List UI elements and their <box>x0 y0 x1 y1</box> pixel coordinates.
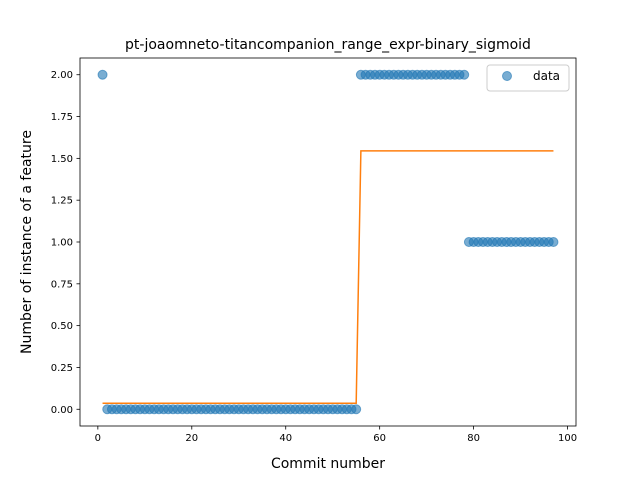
chart-title: pt-joaomneto-titancompanion_range_expr-b… <box>125 37 531 53</box>
y-tick-label: 0.50 <box>51 321 73 332</box>
x-tick-label: 100 <box>558 433 577 444</box>
y-tick-label: 0.00 <box>51 405 73 416</box>
legend-label-data: data <box>533 69 560 83</box>
data-point <box>97 69 108 80</box>
fit-line <box>102 150 554 405</box>
x-axis-title: Commit number <box>271 456 385 472</box>
y-tick-label: 0.75 <box>51 279 73 290</box>
plot-area <box>97 69 559 415</box>
y-tick-label: 1.00 <box>51 238 73 249</box>
y-tick-label: 2.00 <box>51 70 73 81</box>
data-point <box>548 237 559 247</box>
y-tick-label: 0.25 <box>51 363 73 374</box>
x-tick-label: 80 <box>467 433 480 444</box>
data-point <box>351 404 362 415</box>
y-axis-ticks: 0.00 0.25 0.50 0.75 1.00 1.25 1.50 1.75 2.00 <box>51 70 80 416</box>
x-tick-label: 60 <box>373 433 386 444</box>
y-tick-label: 1.75 <box>51 112 73 123</box>
legend-marker-data <box>502 71 512 81</box>
data-point <box>459 69 470 80</box>
x-tick-label: 0 <box>95 433 101 444</box>
y-tick-label: 1.25 <box>51 196 73 207</box>
x-axis-ticks: 0 20 40 60 80 100 <box>95 426 577 444</box>
x-tick-label: 40 <box>279 433 292 444</box>
y-axis-title: Number of instance of a feature <box>19 130 35 354</box>
legend: data <box>486 64 570 92</box>
y-tick-label: 1.50 <box>51 154 73 165</box>
x-tick-label: 20 <box>185 433 198 444</box>
